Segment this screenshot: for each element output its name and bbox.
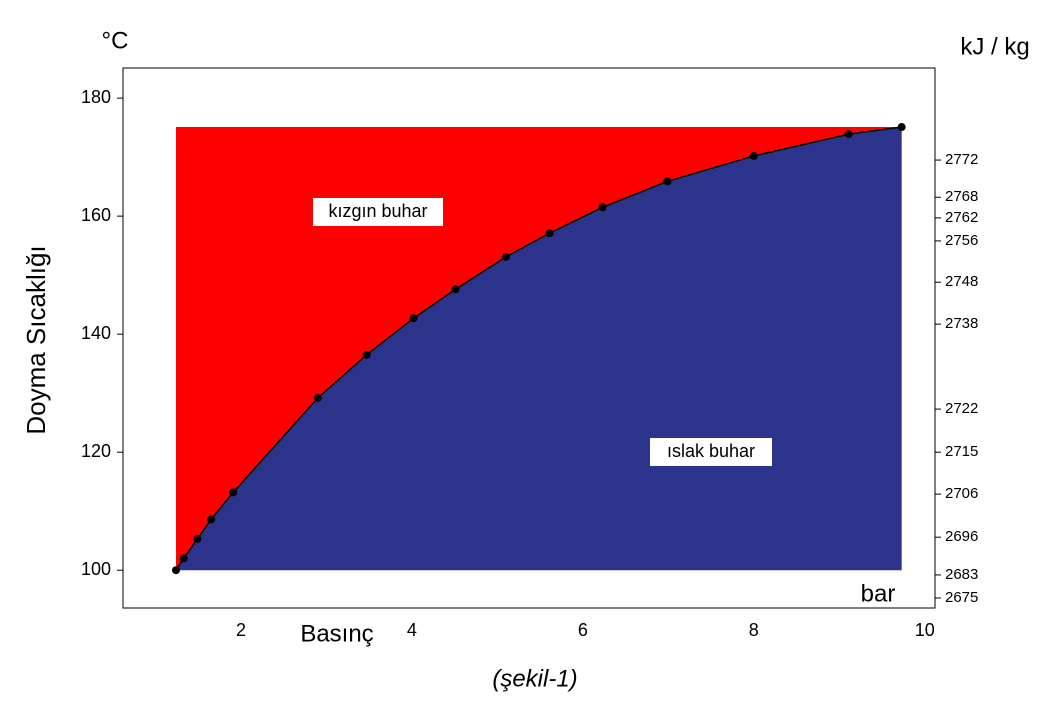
- y-unit: °C: [102, 27, 129, 54]
- y2-unit: kJ / kg: [960, 33, 1029, 60]
- caption: (şekil-1): [492, 665, 577, 692]
- point: [362, 350, 371, 359]
- point: [501, 252, 510, 261]
- y2-tick-label: 2748: [945, 273, 978, 290]
- x-tick-label: 6: [578, 620, 588, 640]
- y2-tick-label: 2683: [945, 566, 978, 583]
- x-axis-label: Basınç: [300, 620, 373, 647]
- label-box: [313, 198, 443, 226]
- point: [663, 177, 672, 186]
- point: [749, 151, 758, 160]
- y-tick-label: 180: [81, 87, 111, 107]
- y2-tick-label: 2762: [945, 209, 978, 226]
- point: [193, 534, 202, 543]
- point: [229, 488, 238, 497]
- y2-tick-label: 2696: [945, 528, 978, 545]
- point: [451, 285, 460, 294]
- y2-tick-label: 2715: [945, 443, 978, 460]
- y2-tick-label: 2675: [945, 589, 978, 606]
- point: [409, 314, 418, 323]
- y-tick-label: 140: [81, 323, 111, 343]
- y2-tick-label: 2706: [945, 485, 978, 502]
- point: [844, 130, 853, 139]
- curve: [175, 126, 902, 571]
- point: [313, 393, 322, 402]
- y2-tick-label: 2722: [945, 400, 978, 417]
- y2-tick-label: 2738: [945, 315, 978, 332]
- plot-frame: [122, 67, 936, 609]
- point: [171, 566, 180, 575]
- y-tick-label: 120: [81, 441, 111, 461]
- x-tick-label: 8: [749, 620, 759, 640]
- x-unit: bar: [861, 580, 896, 607]
- point: [598, 203, 607, 212]
- annotation: kızgın buhar: [328, 201, 427, 221]
- y2-tick-label: 2756: [945, 232, 978, 249]
- point: [897, 123, 906, 132]
- annotation: ıslak buhar: [667, 441, 755, 461]
- point: [207, 515, 216, 524]
- label-box: [650, 438, 772, 466]
- point: [179, 554, 188, 563]
- y-tick-label: 100: [81, 559, 111, 579]
- x-tick-label: 4: [407, 620, 417, 640]
- y2-tick-label: 2772: [945, 151, 978, 168]
- y2-tick-label: 2768: [945, 188, 978, 205]
- x-tick-label: 2: [236, 620, 246, 640]
- point: [545, 229, 554, 238]
- y-axis-label: Doyma Sıcaklığı: [21, 245, 51, 434]
- x-tick-label: 10: [915, 620, 935, 640]
- region-above: [175, 127, 902, 571]
- y-tick-label: 160: [81, 205, 111, 225]
